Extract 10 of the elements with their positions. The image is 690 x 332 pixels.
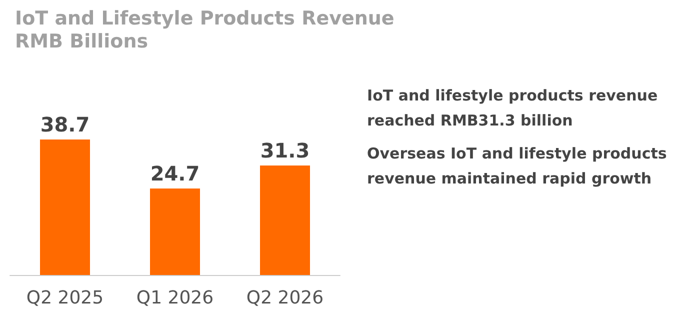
data-label: 38.7 xyxy=(40,112,90,137)
x-tick-label: Q1 2026 xyxy=(136,288,214,308)
chart-title: IoT and Lifestyle Products Revenue xyxy=(15,8,394,30)
chart-subtitle: RMB Billions xyxy=(15,30,148,52)
x-tick-label: Q2 2025 xyxy=(26,288,104,308)
x-tick-label: Q2 2026 xyxy=(246,288,324,308)
text: Overseas IoT and lifestyle products revenue maintained rapid growth xyxy=(367,144,672,188)
text: IoT and lifestyle products revenue reached RMB31.3 billion xyxy=(367,86,663,130)
data-label: 24.7 xyxy=(150,162,200,186)
data-label: 31.3 xyxy=(260,138,310,162)
